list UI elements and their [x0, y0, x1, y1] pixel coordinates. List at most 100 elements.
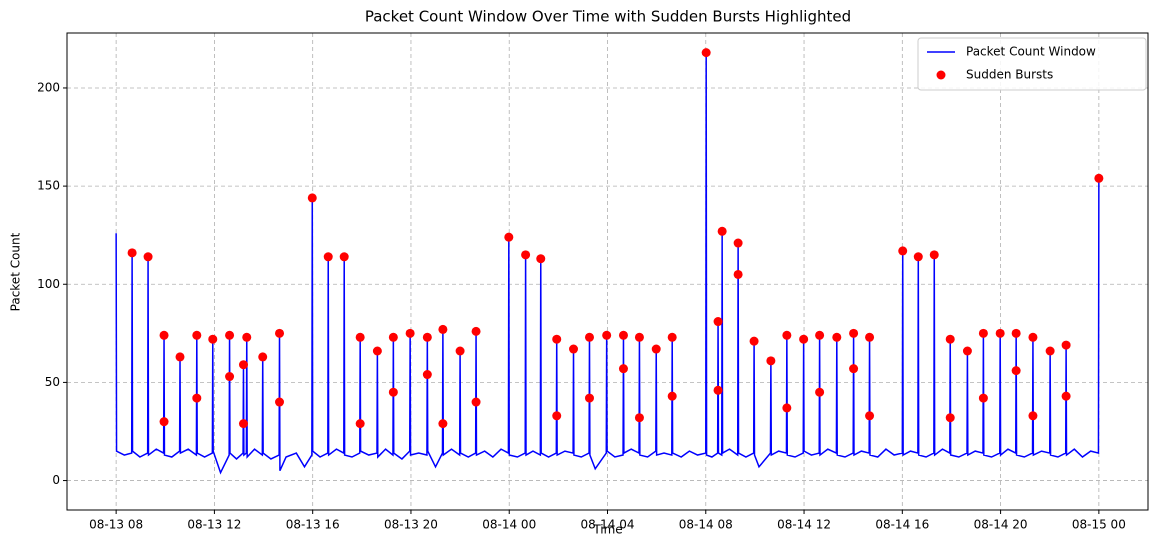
x-tick-label: 08-14 16: [875, 518, 929, 532]
burst-point: [323, 252, 333, 262]
burst-point: [127, 248, 137, 258]
y-tick-label: 150: [37, 179, 60, 193]
burst-point: [733, 238, 743, 248]
burst-point: [717, 226, 727, 236]
burst-point: [865, 411, 875, 421]
burst-point: [1028, 332, 1038, 342]
burst-point: [225, 330, 235, 340]
burst-point: [634, 332, 644, 342]
x-tick-label: 08-14 00: [482, 518, 536, 532]
burst-point: [422, 332, 432, 342]
burst-point: [1094, 173, 1104, 183]
burst-point: [388, 332, 398, 342]
burst-point: [355, 332, 365, 342]
burst-point: [238, 419, 248, 429]
burst-point: [339, 252, 349, 262]
burst-point: [569, 344, 579, 354]
burst-point: [521, 250, 531, 260]
x-tick-label: 08-13 12: [187, 518, 241, 532]
burst-point: [192, 393, 202, 403]
burst-point: [978, 393, 988, 403]
burst-point: [618, 330, 628, 340]
burst-point: [832, 332, 842, 342]
burst-point: [782, 330, 792, 340]
chart-title: Packet Count Window Over Time with Sudde…: [365, 8, 851, 26]
burst-point: [275, 397, 285, 407]
x-tick-label: 08-14 04: [581, 518, 635, 532]
burst-point: [962, 346, 972, 356]
burst-point: [713, 317, 723, 327]
legend-box: [917, 37, 1147, 91]
y-tick-label: 100: [37, 277, 60, 291]
burst-point: [1011, 328, 1021, 338]
y-axis-label: Packet Count: [9, 232, 23, 311]
burst-point: [634, 413, 644, 423]
burst-point: [455, 346, 465, 356]
burst-point: [238, 360, 248, 370]
burst-point: [355, 419, 365, 429]
burst-point: [159, 330, 169, 340]
burst-point: [471, 326, 481, 336]
burst-point: [536, 254, 546, 264]
burst-point: [701, 48, 711, 58]
legend-label: Packet Count Window: [966, 45, 1096, 59]
burst-point: [438, 324, 448, 334]
burst-point: [799, 334, 809, 344]
burst-point: [372, 346, 382, 356]
burst-point: [504, 232, 514, 242]
burst-point: [438, 419, 448, 429]
burst-point: [275, 328, 285, 338]
burst-point: [1061, 340, 1071, 350]
x-tick-label: 08-13 20: [384, 518, 438, 532]
burst-point: [307, 193, 317, 203]
y-tick-label: 200: [37, 80, 60, 94]
x-tick-label: 08-13 08: [89, 518, 143, 532]
burst-point: [849, 364, 859, 374]
burst-point: [1045, 346, 1055, 356]
burst-point: [713, 385, 723, 395]
x-tick-label: 08-14 12: [777, 518, 831, 532]
burst-point: [929, 250, 939, 260]
burst-point: [978, 328, 988, 338]
burst-point: [667, 391, 677, 401]
burst-point: [405, 328, 415, 338]
burst-point: [782, 403, 792, 413]
burst-point: [815, 387, 825, 397]
burst-point: [945, 334, 955, 344]
burst-point: [749, 336, 759, 346]
burst-point: [1061, 391, 1071, 401]
burst-point: [175, 352, 185, 362]
burst-point: [618, 364, 628, 374]
burst-point: [766, 356, 776, 366]
burst-point: [1011, 366, 1021, 376]
burst-point: [584, 393, 594, 403]
burst-point: [733, 269, 743, 279]
burst-point: [208, 334, 218, 344]
x-tick-label: 08-14 20: [974, 518, 1028, 532]
burst-point: [865, 332, 875, 342]
legend-marker: [936, 70, 946, 80]
burst-point: [388, 387, 398, 397]
burst-point: [242, 332, 252, 342]
burst-point: [1028, 411, 1038, 421]
series-line: [115, 52, 1100, 475]
x-tick-label: 08-13 16: [286, 518, 340, 532]
burst-point: [422, 370, 432, 380]
burst-point: [945, 413, 955, 423]
burst-point: [898, 246, 908, 256]
burst-point: [552, 411, 562, 421]
burst-point: [471, 397, 481, 407]
x-tick-label: 08-14 08: [679, 518, 733, 532]
burst-point: [995, 328, 1005, 338]
burst-point: [143, 252, 153, 262]
burst-point: [192, 330, 202, 340]
y-tick-label: 50: [45, 375, 60, 389]
burst-point: [667, 332, 677, 342]
burst-point: [584, 332, 594, 342]
burst-point: [225, 372, 235, 382]
legend-label: Sudden Bursts: [966, 68, 1053, 82]
burst-point: [258, 352, 268, 362]
x-tick-label: 08-15 00: [1072, 518, 1126, 532]
burst-point: [159, 417, 169, 427]
x-axis-label: Time: [592, 523, 622, 537]
